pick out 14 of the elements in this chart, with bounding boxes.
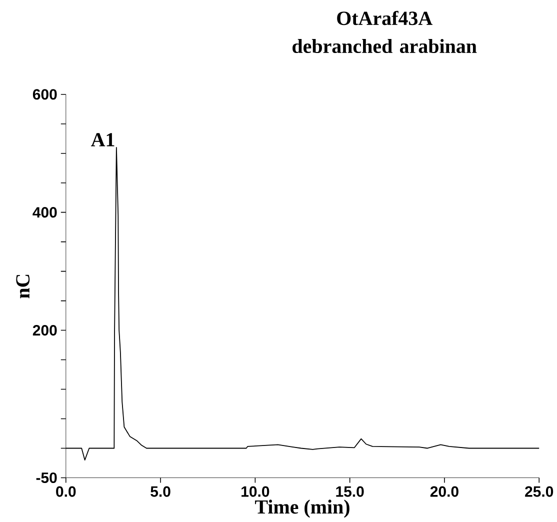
y-axis-title: nC xyxy=(16,274,30,298)
x-tick-label: 5.0 xyxy=(150,486,170,497)
y-tick-label: 600 xyxy=(32,89,57,100)
x-tick-label: 15.0 xyxy=(336,486,364,497)
y-tick-label: -50 xyxy=(36,472,57,483)
chart-title: OtAraf43A debranched arabinan xyxy=(292,10,477,53)
y-tick-label: 400 xyxy=(32,206,57,218)
x-tick-label: 20.0 xyxy=(430,486,458,497)
annotation: A1 xyxy=(91,133,114,146)
x-axis-title: Time (min) xyxy=(255,500,350,518)
x-tick-label: 10.0 xyxy=(242,486,270,497)
y-tick-label: 200 xyxy=(32,324,57,336)
x-tick-label: 25.0 xyxy=(525,486,554,497)
x-tick-label: 0.0 xyxy=(56,486,76,497)
